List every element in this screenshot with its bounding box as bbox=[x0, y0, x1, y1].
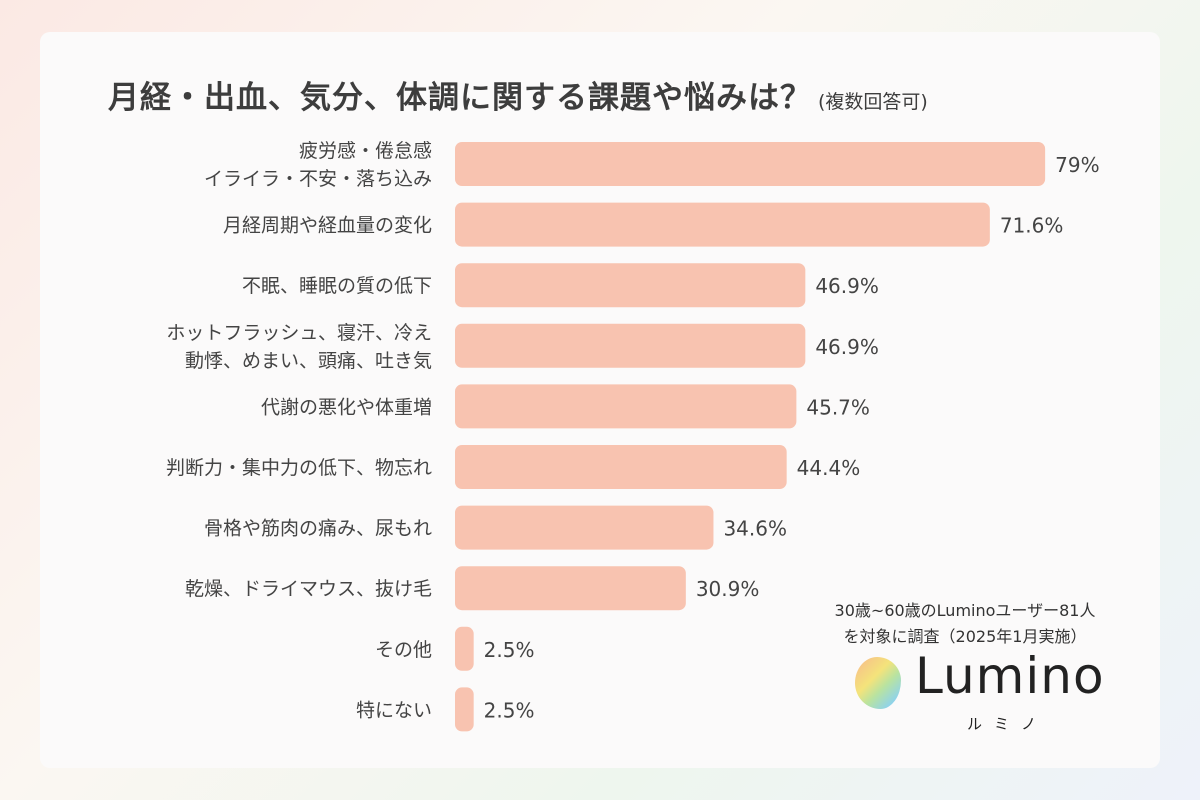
value-label: 2.5% bbox=[484, 638, 535, 662]
bar bbox=[455, 202, 990, 247]
category-label: ホットフラッシュ、寝汗、冷え bbox=[166, 322, 432, 344]
note-line-2: を対象に調査（2025年1月実施） bbox=[843, 627, 1087, 646]
logo-mark-icon bbox=[855, 657, 901, 709]
bar bbox=[455, 384, 797, 429]
value-label: 79% bbox=[1055, 153, 1099, 177]
bar bbox=[455, 626, 474, 671]
logo-kana: ルミノ bbox=[967, 715, 1049, 733]
title-text: 月経・出血、気分、体調に関する課題や悩みは？ bbox=[108, 80, 812, 116]
category-label: 判断力・集中力の低下、物忘れ bbox=[166, 457, 432, 479]
value-label: 2.5% bbox=[484, 698, 535, 722]
bar bbox=[455, 687, 474, 732]
value-label: 46.9% bbox=[815, 274, 879, 298]
chart-title: 月経・出血、気分、体調に関する課題や悩みは？ (複数回答可) bbox=[108, 72, 928, 117]
category-label: イライラ・不安・落ち込み bbox=[204, 168, 432, 190]
category-label: 代謝の悪化や体重増 bbox=[261, 396, 432, 418]
value-label: 45.7% bbox=[806, 395, 870, 419]
category-label: 乾燥、ドライマウス、抜け毛 bbox=[185, 578, 432, 600]
note-line-1: 30歳~60歳のLuminoユーザー81人 bbox=[834, 601, 1096, 620]
value-label: 71.6% bbox=[1000, 214, 1064, 238]
category-label: 骨格や筋肉の痛み、尿もれ bbox=[204, 518, 432, 540]
bar bbox=[455, 566, 686, 611]
category-label: 不眠、睡眠の質の低下 bbox=[242, 275, 432, 297]
survey-note: 30歳~60歳のLuminoユーザー81人 を対象に調査（2025年1月実施） bbox=[800, 598, 1130, 650]
logo-text: Lumino bbox=[915, 647, 1105, 705]
value-label: 46.9% bbox=[815, 335, 879, 359]
category-label: その他 bbox=[375, 639, 432, 661]
bar bbox=[455, 263, 806, 308]
category-label: 疲労感・倦怠感 bbox=[299, 140, 432, 162]
value-label: 30.9% bbox=[696, 577, 760, 601]
category-label: 特にない bbox=[356, 699, 432, 721]
bar bbox=[455, 323, 806, 368]
category-label: 月経周期や経血量の変化 bbox=[223, 215, 432, 237]
bar bbox=[455, 142, 1046, 186]
bar bbox=[455, 505, 714, 550]
category-label: 動悸、めまい、頭痛、吐き気 bbox=[185, 350, 432, 372]
bar bbox=[455, 445, 787, 489]
title-subtitle: (複数回答可) bbox=[818, 91, 928, 113]
value-label: 34.6% bbox=[723, 517, 787, 541]
value-label: 44.4% bbox=[797, 456, 861, 480]
